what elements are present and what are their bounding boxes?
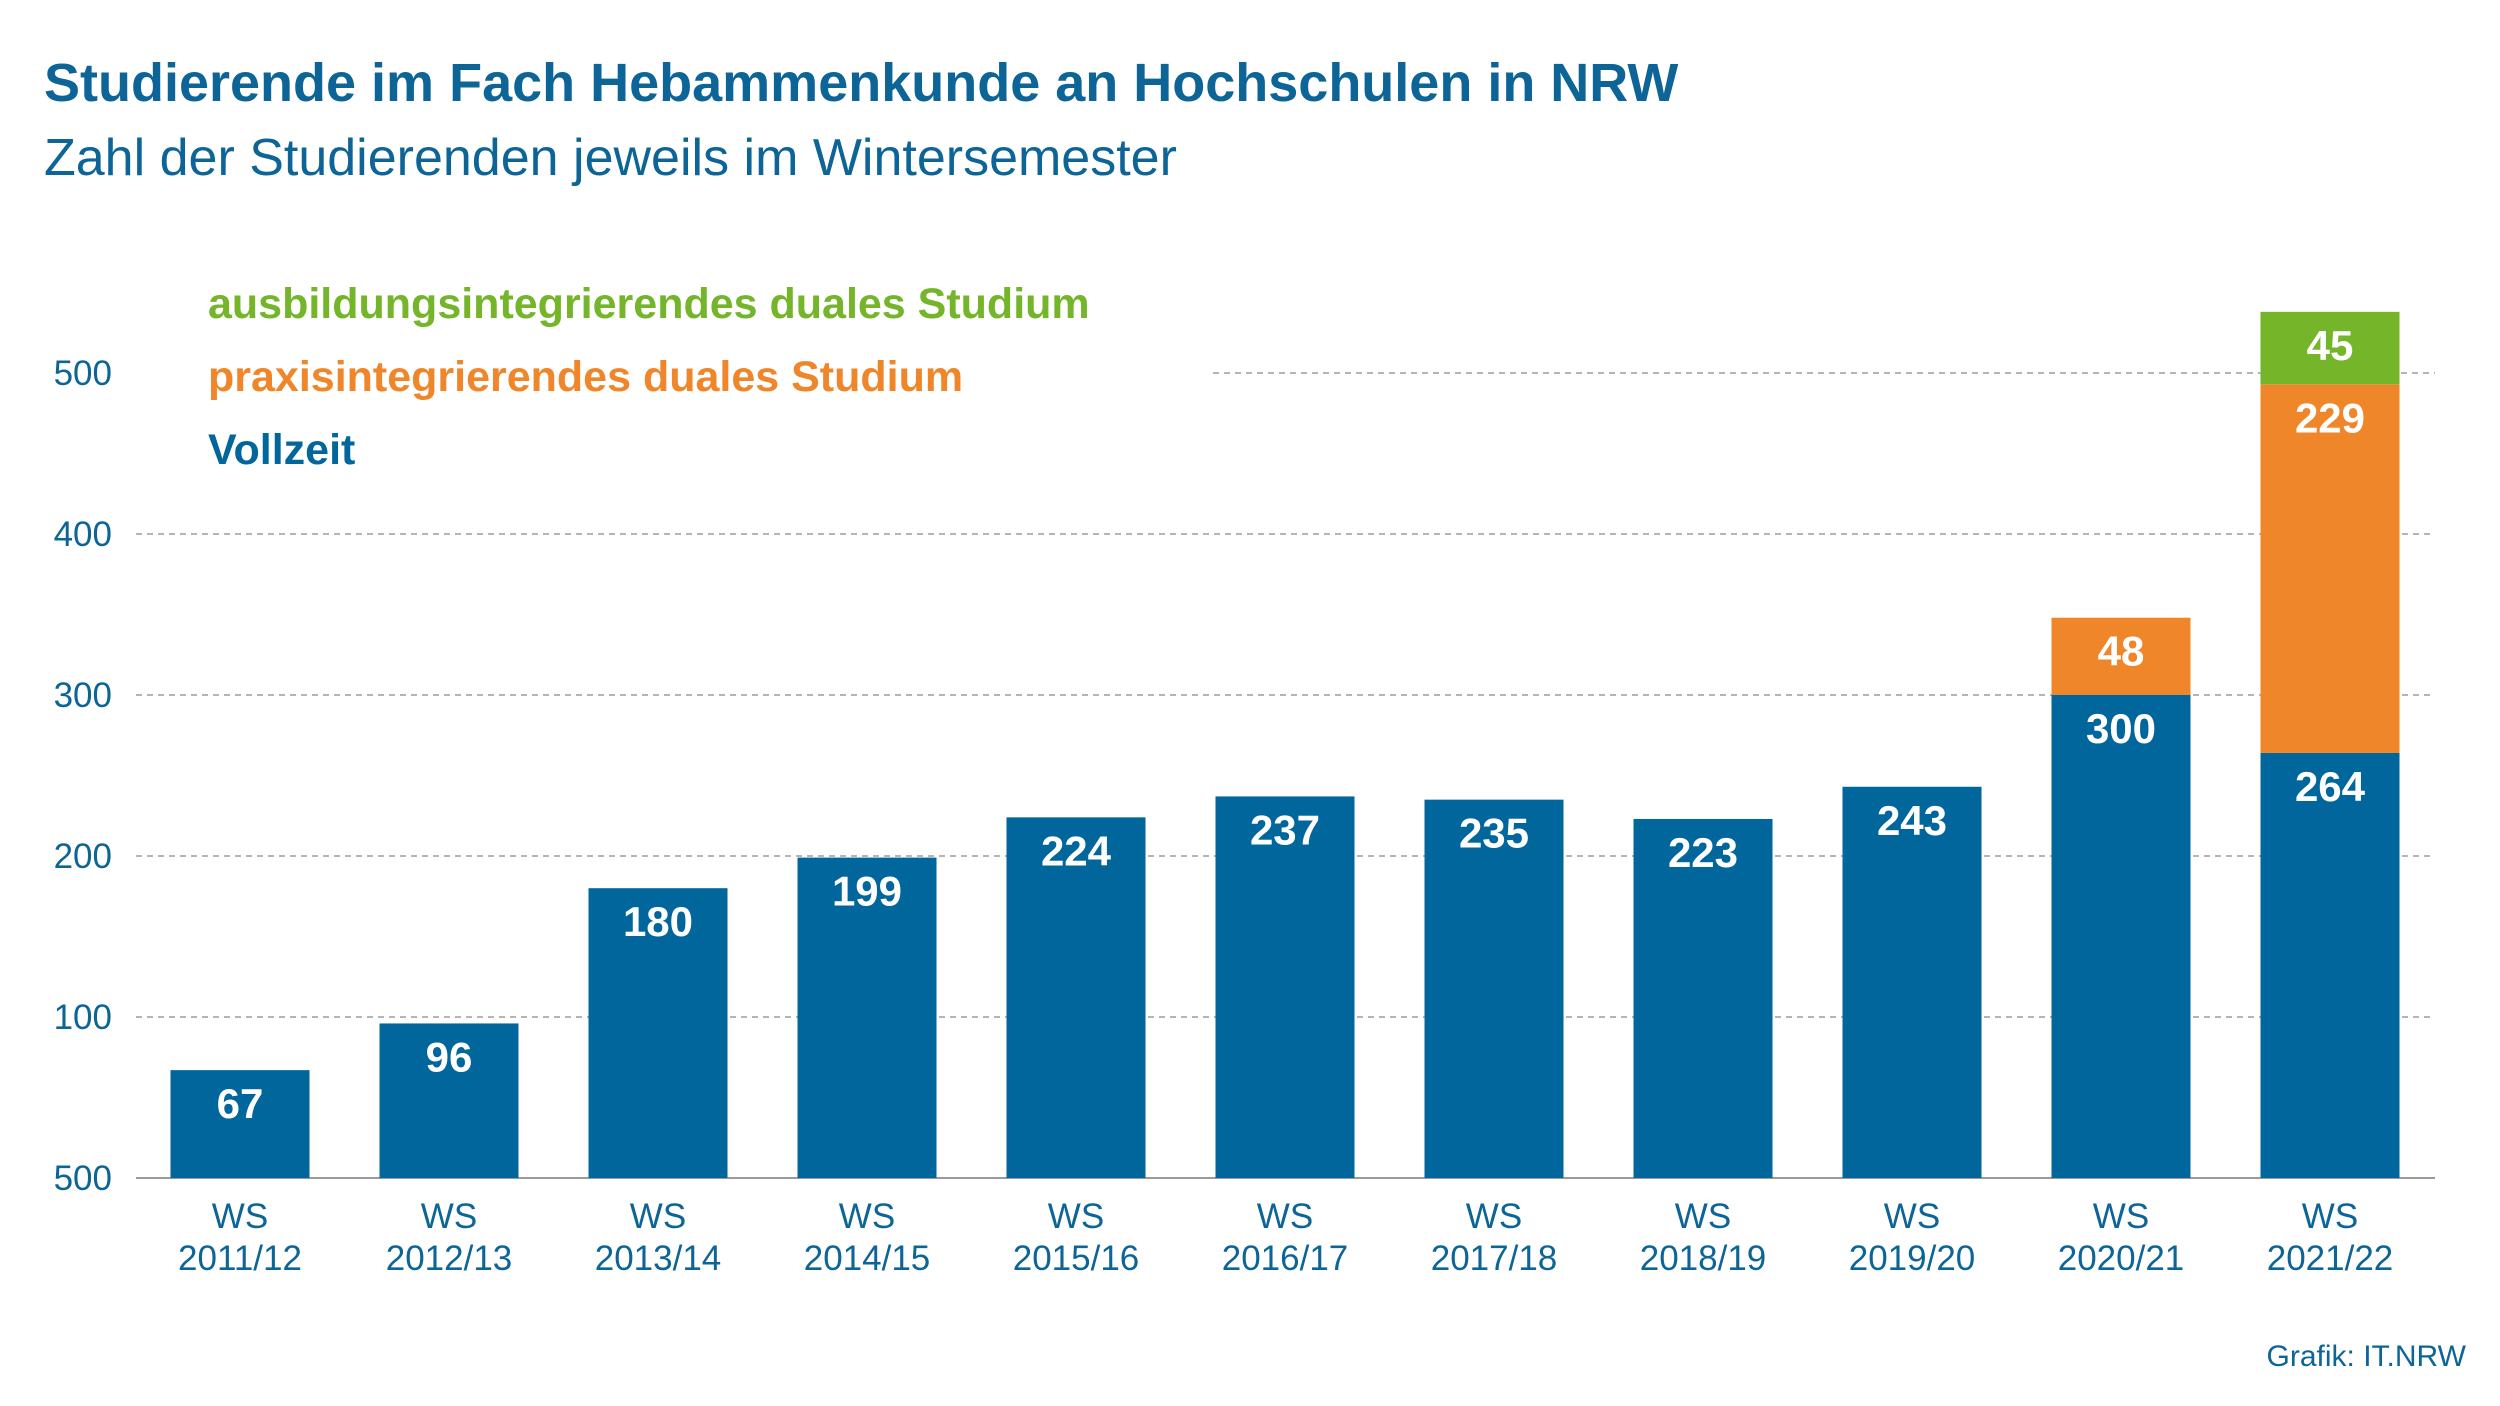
x-tick-label: 2015/16 [1013, 1239, 1140, 1278]
bar-value-label: 229 [2295, 394, 2365, 441]
bar-segment [2051, 695, 2191, 1178]
bar-segment [2260, 311, 2400, 385]
x-tick-label: 2013/14 [595, 1239, 722, 1278]
y-tick-label: 100 [54, 998, 112, 1037]
bar-segment [170, 1070, 310, 1178]
bar-value-label: 180 [623, 898, 693, 945]
bar-value-label: 224 [1041, 827, 1112, 874]
bar-segment [2260, 752, 2400, 1178]
x-tick-label: WS [630, 1197, 686, 1236]
y-tick-label: 500 [54, 1159, 112, 1198]
legend-entry: Vollzeit [208, 426, 355, 474]
bar-segment [2260, 384, 2400, 753]
bar-segment [1006, 817, 1146, 1178]
x-tick-label: WS [1466, 1197, 1522, 1236]
bar-value-label: 235 [1459, 810, 1529, 857]
bar-value-label: 67 [217, 1080, 264, 1127]
x-tick-label: WS [2093, 1197, 2149, 1236]
bar-segment [379, 1023, 519, 1178]
bar-segment [588, 888, 728, 1178]
bar-value-label: 300 [2086, 705, 2156, 752]
bar-value-label: 264 [2295, 763, 2366, 810]
x-tick-label: WS [2302, 1197, 2358, 1236]
bar-value-label: 96 [426, 1033, 473, 1080]
bar-segment [1215, 796, 1355, 1178]
bar-value-label: 199 [832, 868, 902, 915]
x-tick-label: 2014/15 [804, 1239, 931, 1278]
legend-entry: ausbildungsintegrierendes duales Studium [208, 280, 1090, 328]
x-tick-label: 2012/13 [386, 1239, 513, 1278]
bar-value-label: 223 [1668, 829, 1738, 876]
y-tick-label: 200 [54, 837, 112, 876]
bar-segment [1842, 786, 1982, 1178]
x-tick-label: 2011/12 [178, 1239, 302, 1278]
x-tick-label: 2017/18 [1431, 1239, 1558, 1278]
bar-segment [1633, 818, 1773, 1178]
bar-value-label: 237 [1250, 806, 1320, 853]
y-tick-label: 400 [54, 515, 112, 554]
x-tick-label: WS [1884, 1197, 1940, 1236]
x-tick-label: 2021/22 [2267, 1239, 2394, 1278]
x-tick-label: WS [212, 1197, 268, 1236]
bar-segment [2051, 617, 2191, 695]
bar-segment [797, 857, 937, 1178]
x-tick-label: WS [1257, 1197, 1313, 1236]
x-tick-label: 2020/21 [2058, 1239, 2185, 1278]
source-credit: Grafik: IT.NRW [2266, 1340, 2466, 1373]
bar-value-label: 243 [1877, 797, 1947, 844]
x-tick-label: 2019/20 [1849, 1239, 1976, 1278]
x-tick-label: 2018/19 [1640, 1239, 1767, 1278]
x-tick-label: WS [1675, 1197, 1731, 1236]
x-tick-label: WS [1048, 1197, 1104, 1236]
x-tick-label: WS [421, 1197, 477, 1236]
chart-subtitle: Zahl der Studierenden jeweils im Winters… [44, 129, 1177, 187]
chart-title: Studierende im Fach Hebammenkunde an Hoc… [44, 53, 1679, 113]
bar-value-label: 48 [2098, 628, 2145, 675]
legend-entry: praxisintegrierendes duales Studium [208, 353, 963, 401]
bar-value-label: 45 [2307, 322, 2354, 369]
x-tick-label: WS [839, 1197, 895, 1236]
y-tick-label: 300 [54, 676, 112, 715]
x-tick-label: 2016/17 [1222, 1239, 1349, 1278]
bar-segment [1424, 799, 1564, 1178]
y-tick-label: 500 [54, 354, 112, 393]
